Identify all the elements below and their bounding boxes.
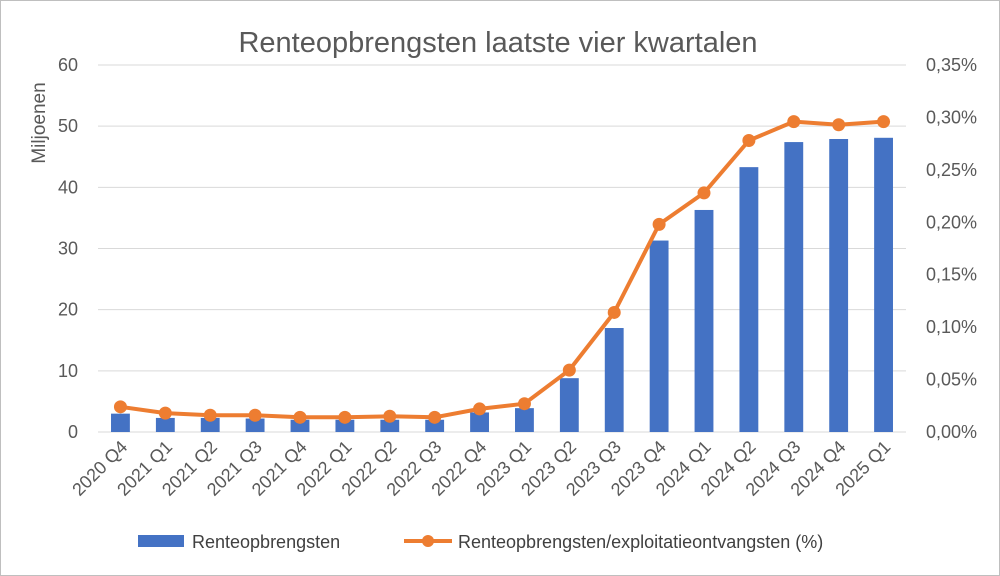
bar [380, 419, 400, 432]
line-point [248, 408, 262, 422]
legend-line-label: Renteopbrengsten/exploitatieontvangsten … [458, 532, 823, 552]
bar-series [111, 137, 893, 433]
series-line [118, 119, 886, 420]
bar [694, 209, 714, 432]
y-tick-label: 30 [58, 239, 78, 259]
bar [649, 240, 669, 432]
line-point [562, 363, 576, 377]
bar [111, 413, 130, 432]
line-point [203, 408, 217, 422]
line-point [652, 217, 666, 231]
bar [515, 408, 534, 432]
y2-tick-label: 0,30% [926, 107, 977, 127]
line-point [517, 397, 531, 411]
gridlines [98, 64, 906, 433]
bar [784, 142, 804, 432]
y2-tick-label: 0,25% [926, 160, 977, 180]
bar [290, 419, 310, 432]
legend: Renteopbrengsten Renteopbrengsten/exploi… [138, 532, 823, 552]
bar [470, 412, 489, 432]
line-point [697, 186, 711, 200]
line-point [293, 410, 307, 424]
bar [559, 378, 579, 432]
y-tick-label: 0 [68, 422, 78, 442]
bar [874, 137, 893, 432]
y-axis-title: Miljoenen [29, 82, 50, 163]
line-point [742, 133, 756, 147]
y2-axis-ticks: 0,00% 0,05% 0,10% 0,15% 0,20% 0,25% 0,30% 0,35% [926, 55, 977, 442]
y2-tick-label: 0,05% [926, 370, 977, 390]
line-point [787, 115, 801, 129]
line-point [473, 402, 487, 416]
bar [425, 419, 445, 432]
line-point [338, 410, 352, 424]
y2-tick-label: 0,10% [926, 317, 977, 337]
line-point [832, 118, 846, 132]
y-tick-label: 40 [58, 177, 78, 197]
chart-title: Renteopbrengsten laatste vier kwartalen [238, 27, 757, 59]
y-tick-label: 10 [58, 361, 78, 381]
bar [829, 139, 849, 433]
legend-bar-swatch [138, 535, 184, 547]
line-point [607, 305, 621, 319]
y-axis-ticks: 0 10 20 30 40 50 60 [58, 55, 78, 442]
legend-line-marker [422, 535, 434, 547]
y-tick-label: 60 [58, 55, 78, 75]
bar [604, 328, 624, 432]
bar [155, 417, 175, 432]
line-point [383, 409, 397, 423]
bar [739, 167, 759, 433]
line-point [428, 410, 442, 424]
y2-tick-label: 0,20% [926, 212, 977, 232]
bar [245, 418, 265, 432]
line-series [113, 115, 891, 424]
y2-tick-label: 0,15% [926, 265, 977, 285]
y2-tick-label: 0,00% [926, 422, 977, 442]
y2-tick-label: 0,35% [926, 55, 977, 75]
line-point [113, 400, 127, 414]
bar [335, 419, 355, 432]
line-point [877, 115, 891, 129]
legend-bar-label: Renteopbrengsten [192, 532, 340, 552]
bar [200, 417, 220, 432]
y-tick-label: 50 [58, 116, 78, 136]
line-point [158, 406, 172, 420]
y-tick-label: 20 [58, 300, 78, 320]
